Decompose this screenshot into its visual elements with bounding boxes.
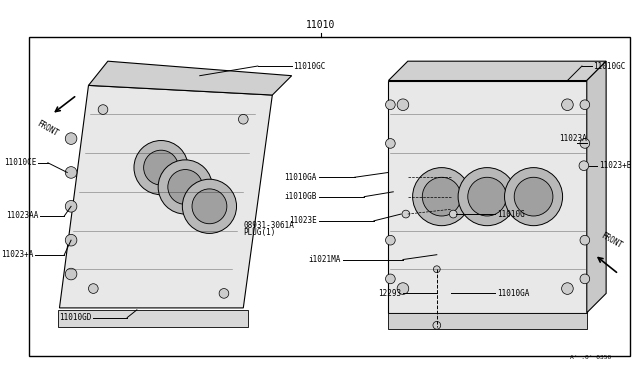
Text: PLUG(1): PLUG(1)	[243, 228, 276, 237]
Text: 11010: 11010	[306, 20, 335, 30]
Text: 08931-3061A: 08931-3061A	[243, 221, 294, 230]
Circle shape	[580, 139, 589, 148]
Polygon shape	[60, 86, 273, 308]
Circle shape	[562, 283, 573, 294]
Circle shape	[168, 170, 203, 204]
Circle shape	[88, 284, 98, 294]
Circle shape	[65, 167, 77, 178]
Circle shape	[458, 168, 516, 226]
Text: 11010GC: 11010GC	[294, 61, 326, 71]
Circle shape	[397, 283, 409, 294]
Circle shape	[385, 235, 396, 245]
Polygon shape	[58, 310, 248, 327]
Text: 11010GD: 11010GD	[59, 313, 92, 322]
Polygon shape	[388, 61, 606, 80]
Circle shape	[65, 133, 77, 144]
Text: 11010CE: 11010CE	[4, 158, 36, 167]
Text: FRONT: FRONT	[36, 119, 60, 139]
Circle shape	[65, 201, 77, 212]
Circle shape	[468, 177, 506, 216]
Circle shape	[433, 266, 440, 273]
Circle shape	[134, 141, 188, 195]
Circle shape	[65, 268, 77, 280]
Circle shape	[65, 234, 77, 246]
Text: i1021MA: i1021MA	[308, 255, 341, 264]
Circle shape	[413, 168, 470, 226]
Circle shape	[98, 105, 108, 115]
Circle shape	[449, 210, 457, 218]
Circle shape	[422, 177, 461, 216]
Polygon shape	[88, 61, 292, 95]
Circle shape	[433, 321, 441, 329]
Circle shape	[385, 139, 396, 148]
Circle shape	[158, 160, 212, 214]
Text: 11010GA: 11010GA	[497, 289, 529, 298]
Circle shape	[397, 99, 409, 110]
Text: 11023E: 11023E	[289, 217, 317, 225]
Polygon shape	[587, 61, 606, 313]
Circle shape	[182, 179, 237, 233]
Circle shape	[580, 100, 589, 110]
Circle shape	[579, 161, 589, 170]
Text: A^ :0^ 0350: A^ :0^ 0350	[570, 355, 611, 360]
Text: 11023AA: 11023AA	[6, 212, 38, 221]
Circle shape	[385, 274, 396, 284]
Text: i1010GB: i1010GB	[284, 192, 317, 201]
Circle shape	[239, 115, 248, 124]
Text: 12293: 12293	[378, 289, 401, 298]
Circle shape	[580, 274, 589, 284]
Text: 11023+B: 11023+B	[600, 161, 632, 170]
Circle shape	[580, 235, 589, 245]
Circle shape	[562, 99, 573, 110]
Polygon shape	[388, 80, 587, 313]
Circle shape	[143, 150, 179, 185]
Circle shape	[514, 177, 553, 216]
Text: 11010GC: 11010GC	[593, 61, 626, 71]
Circle shape	[219, 289, 228, 298]
Circle shape	[385, 100, 396, 110]
FancyBboxPatch shape	[29, 37, 630, 356]
Circle shape	[504, 168, 563, 226]
Text: 11023+A: 11023+A	[1, 250, 33, 259]
Circle shape	[402, 210, 410, 218]
Text: 11023A: 11023A	[559, 134, 586, 143]
Polygon shape	[388, 313, 587, 329]
Circle shape	[192, 189, 227, 224]
Text: 11010GA: 11010GA	[284, 173, 317, 182]
Text: 11010G: 11010G	[497, 209, 525, 219]
Text: FRONT: FRONT	[598, 231, 623, 250]
